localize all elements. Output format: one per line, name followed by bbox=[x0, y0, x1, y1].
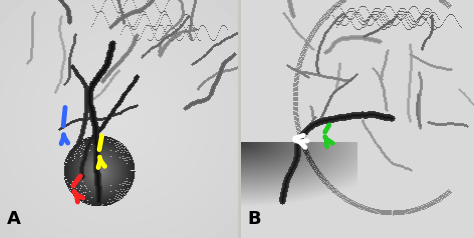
Text: A: A bbox=[7, 210, 21, 228]
Text: B: B bbox=[248, 210, 262, 228]
